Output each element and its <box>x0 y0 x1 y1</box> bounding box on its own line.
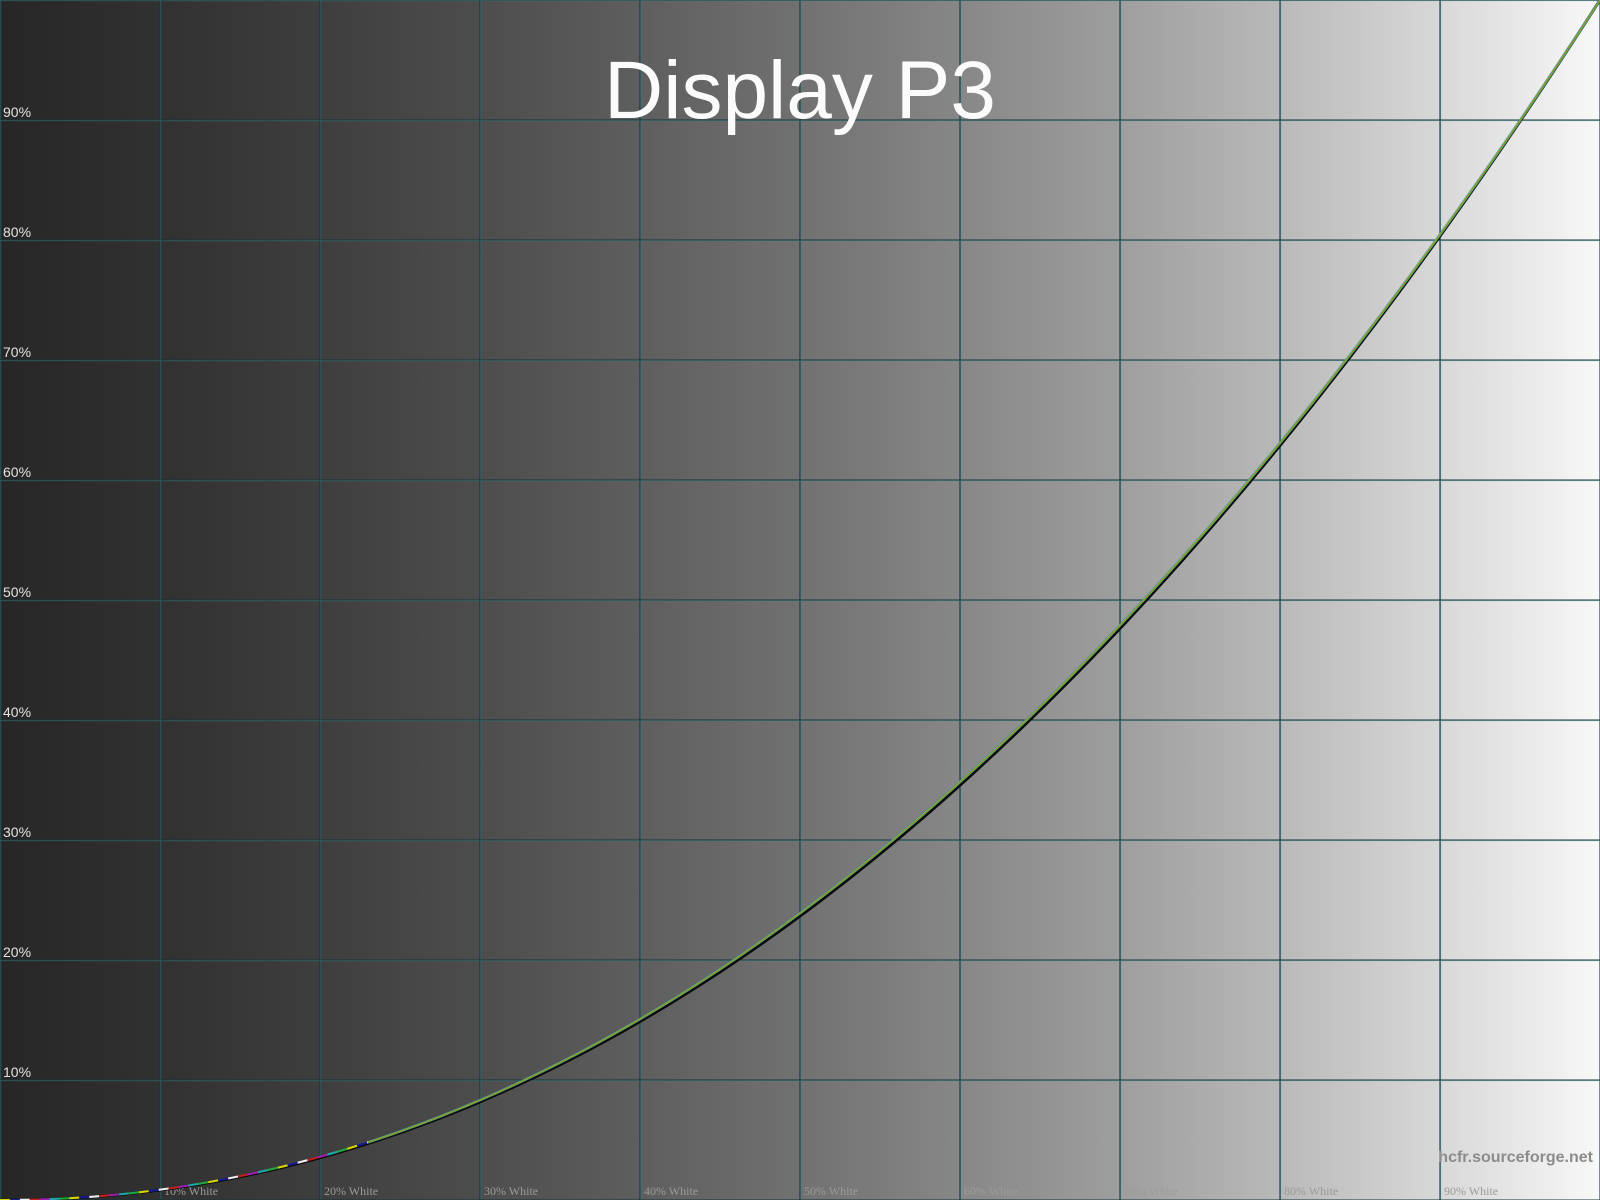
svg-text:40%: 40% <box>3 704 31 720</box>
svg-text:70% White: 70% White <box>1124 1184 1178 1198</box>
svg-text:60% White: 60% White <box>964 1184 1018 1198</box>
svg-text:30%: 30% <box>3 824 31 840</box>
svg-text:10%: 10% <box>3 1064 31 1080</box>
svg-text:20%: 20% <box>3 944 31 960</box>
svg-text:70%: 70% <box>3 344 31 360</box>
svg-text:60%: 60% <box>3 464 31 480</box>
svg-text:20% White: 20% White <box>324 1184 378 1198</box>
svg-text:50%: 50% <box>3 584 31 600</box>
svg-text:90% White: 90% White <box>1444 1184 1498 1198</box>
svg-text:40% White: 40% White <box>644 1184 698 1198</box>
svg-text:50% White: 50% White <box>804 1184 858 1198</box>
svg-text:80% White: 80% White <box>1284 1184 1338 1198</box>
svg-text:80%: 80% <box>3 224 31 240</box>
svg-text:30% White: 30% White <box>484 1184 538 1198</box>
